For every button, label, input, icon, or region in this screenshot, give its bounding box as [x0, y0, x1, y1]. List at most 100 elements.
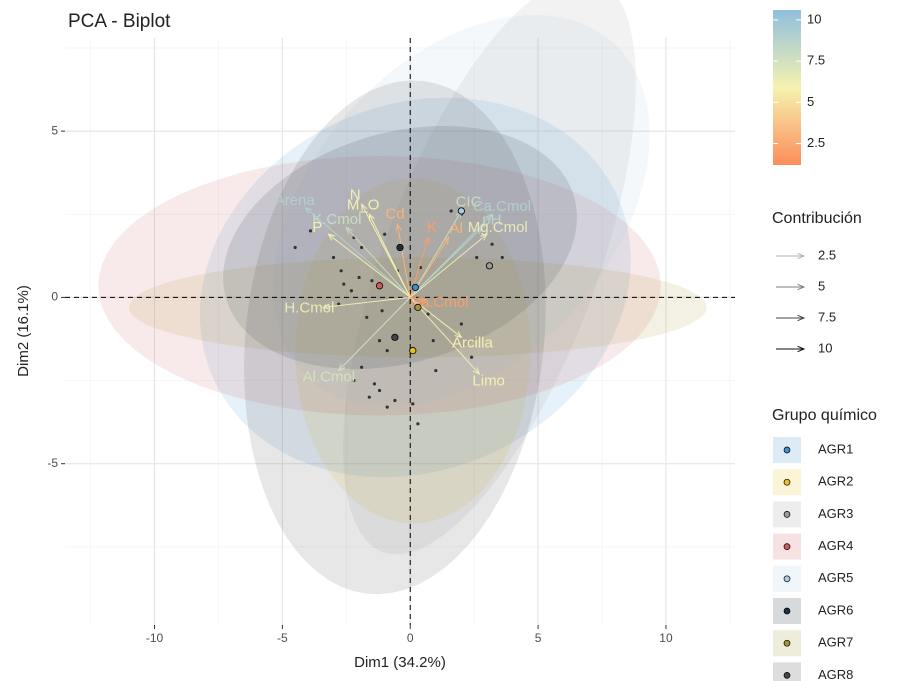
variable-arrow-shaft	[409, 297, 480, 375]
group-centroid	[375, 282, 384, 290]
variable-arrow-shaft	[368, 214, 411, 298]
group-centroid	[409, 347, 417, 355]
legend-arrow	[776, 314, 806, 322]
individual-point	[293, 245, 297, 250]
variable-arrow-head	[345, 226, 353, 235]
variable-arrow-shaft	[323, 296, 411, 308]
variable-arrow-head	[418, 296, 427, 303]
individual-point	[308, 229, 313, 233]
individual-point	[360, 365, 364, 369]
y-tick-label: 5	[51, 123, 58, 137]
individual-point	[385, 349, 389, 353]
chart-title: PCA - Biplot	[68, 11, 171, 32]
variable-arrow-head	[472, 367, 481, 375]
variable-arrow-head	[485, 213, 493, 221]
legend-label: 5	[818, 278, 825, 293]
group-centroid	[411, 283, 419, 292]
variable-arrow-shaft	[305, 207, 411, 298]
legend-marker	[783, 478, 791, 486]
variable-arrow-head	[395, 222, 402, 232]
legend-arrow-head	[797, 252, 806, 260]
y-tick-label: -5	[47, 456, 58, 470]
legend-arrow-head	[797, 314, 806, 322]
variable-arrow	[395, 222, 411, 298]
individual-point	[426, 312, 430, 316]
individual-point	[459, 322, 463, 326]
colorbar	[773, 10, 801, 165]
colorbar-label: 2.5	[807, 135, 825, 150]
variable-label: K.Cmol	[312, 211, 361, 228]
variable-arrow	[410, 296, 427, 303]
legend-marker	[783, 575, 791, 583]
x-tick-label: -10	[146, 631, 164, 645]
group-centroid	[457, 207, 465, 215]
individual-point	[367, 395, 371, 399]
variable-arrow-shaft	[410, 296, 426, 302]
individual-point	[377, 388, 382, 393]
legend-label: 7.5	[818, 309, 836, 324]
variable-arrow-shaft	[396, 224, 411, 298]
legend-label: AGR4	[818, 538, 853, 553]
legend-title: Grupo químico	[772, 407, 877, 424]
variable-arrow-head	[327, 233, 336, 241]
variable-arrow-head	[442, 236, 450, 245]
legend-label: AGR1	[818, 441, 853, 456]
individual-point	[370, 279, 374, 283]
variable-arrow	[409, 213, 493, 298]
variable-arrow	[327, 233, 411, 298]
individual-point	[393, 398, 397, 403]
legend-marker	[783, 607, 791, 615]
variable-label: P	[312, 219, 322, 236]
legend-label: AGR5	[818, 570, 853, 585]
variable-arrow-shaft	[409, 213, 493, 298]
variable-arrow	[409, 233, 488, 298]
y-tick-label: 0	[51, 290, 58, 304]
variable-label: Na.Cmol	[410, 294, 468, 311]
individual-point	[500, 255, 504, 260]
variable-label: Al.Cmol	[303, 369, 356, 386]
x-tick-label: 5	[535, 631, 542, 645]
variable-arrow-shaft	[328, 233, 411, 298]
individual-point	[377, 339, 382, 343]
variable-arrow-head	[361, 203, 368, 212]
variable-arrow	[304, 206, 411, 298]
variable-label: Limo	[472, 372, 505, 389]
individual-point	[360, 245, 364, 250]
x-axis-title: Dim1 (34.2%)	[354, 654, 446, 671]
variable-arrow-shaft	[345, 227, 411, 298]
legend-marker	[783, 639, 791, 647]
x-tick-label: -5	[277, 631, 288, 645]
x-tick-label: 10	[659, 631, 673, 645]
legend-marker	[783, 543, 791, 550]
individual-point	[349, 289, 354, 293]
group-centroid	[414, 303, 422, 311]
colorbar-label: 7.5	[807, 53, 825, 68]
legend-label: AGR8	[818, 667, 853, 681]
variable-arrow-head	[304, 206, 313, 215]
variable-label: M_O	[347, 196, 380, 213]
variable-arrow-shaft	[409, 233, 488, 298]
x-tick-label: 0	[407, 631, 414, 645]
individual-point	[365, 315, 369, 319]
group-centroid	[396, 243, 404, 252]
individual-point	[431, 339, 435, 343]
individual-point	[475, 255, 479, 260]
variable-arrow	[409, 297, 481, 375]
individual-point	[411, 402, 415, 406]
legend-label: AGR3	[818, 506, 853, 521]
variable-arrow-shaft	[409, 210, 462, 298]
legend-arrow	[776, 252, 806, 260]
individual-point	[380, 309, 384, 313]
variable-label: Cd	[385, 205, 404, 222]
individual-point	[470, 355, 474, 359]
variable-label: K	[427, 219, 437, 236]
legend-marker	[783, 446, 791, 454]
individual-point	[416, 422, 420, 426]
legend-title: Contribución	[772, 210, 862, 227]
variable-label: Mg.Cmol	[468, 219, 528, 236]
group-centroid	[485, 262, 494, 270]
legend-arrow	[776, 345, 806, 353]
legend-label: AGR2	[818, 474, 853, 489]
legend-label: 10	[818, 340, 832, 355]
